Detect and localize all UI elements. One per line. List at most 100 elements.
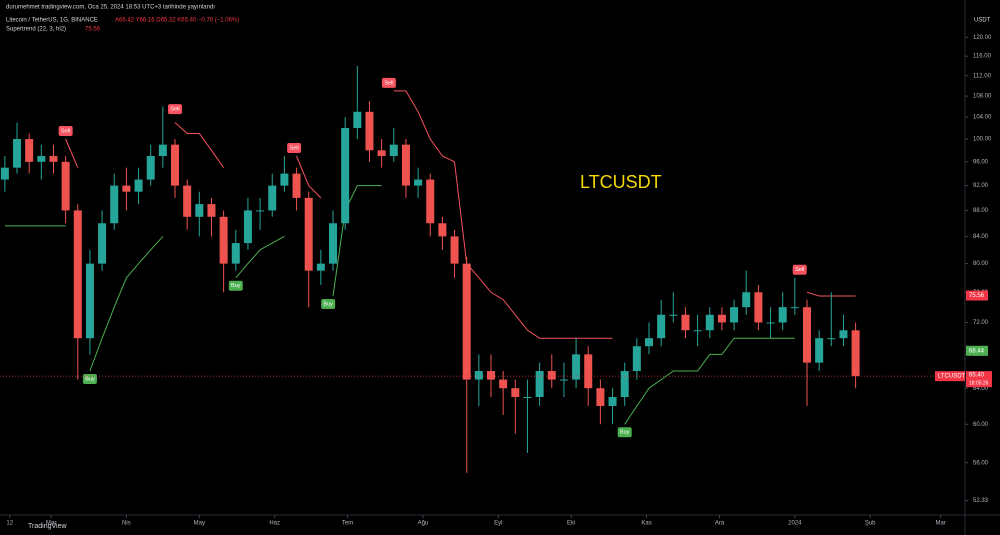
y-tick-label: 108.00: [973, 94, 992, 100]
time-label: 18:05:26: [969, 380, 989, 386]
candle-body: [122, 185, 131, 192]
x-tick-label: Kas: [641, 521, 651, 527]
signal-badge: [168, 104, 183, 115]
x-tick-label: Eyl: [494, 521, 502, 527]
candle-body: [292, 173, 301, 198]
x-tick-label: 2024: [788, 521, 802, 527]
candle-body: [316, 263, 325, 271]
candle-body: [450, 236, 459, 264]
signal-badge: [792, 264, 807, 275]
x-tick-label: Nis: [122, 521, 131, 527]
candle-body: [438, 223, 447, 237]
y-tick-label: 56.00: [973, 460, 989, 466]
price-badge-label: 68.44: [969, 348, 985, 354]
candle-body: [657, 314, 666, 339]
signal-label: Buy: [85, 376, 95, 382]
x-tick-label: Eki: [567, 521, 575, 527]
candle-body: [353, 111, 362, 128]
candle-body: [98, 223, 107, 264]
candle-body: [61, 161, 70, 211]
candle-body: [511, 388, 520, 398]
candle-body: [231, 243, 240, 264]
candle-body: [329, 223, 338, 264]
signal-badge: [58, 126, 73, 137]
candle-body: [341, 127, 350, 224]
candle-body: [681, 314, 690, 331]
candle-body: [584, 354, 593, 389]
candle-body: [705, 314, 714, 331]
candle-body: [377, 150, 386, 157]
candle-body: [365, 111, 374, 151]
candle-body: [268, 185, 277, 211]
y-tick-label: 100.00: [973, 137, 992, 143]
candle-body: [195, 204, 204, 217]
candle-body: [487, 371, 496, 380]
indicator-value: 75.56: [85, 27, 101, 33]
candle-body: [778, 307, 787, 323]
candle-body: [790, 307, 799, 309]
y-tick-label: 72.00: [973, 320, 989, 326]
candle-body: [73, 210, 82, 339]
candle-body: [499, 379, 508, 389]
candle-body: [85, 263, 94, 339]
price-badge: [966, 290, 988, 301]
x-tick-label: Mar: [46, 521, 56, 527]
y-tick-label: 84.00: [973, 234, 989, 240]
y-tick-label: 80.00: [973, 261, 989, 267]
candle-body: [414, 179, 423, 186]
x-tick-label: May: [194, 521, 205, 527]
signal-label: Sell: [61, 128, 70, 134]
supertrend-down: [65, 90, 856, 339]
currency: USDT: [974, 18, 991, 24]
y-tick-label: 92.00: [973, 183, 989, 189]
candle-body: [401, 144, 410, 186]
candle-body: [815, 338, 824, 363]
signal-label: Buy: [231, 283, 241, 289]
signal-label: Buy: [323, 301, 333, 307]
candle-body: [207, 204, 216, 217]
price-badge: [966, 345, 988, 356]
candle-body: [171, 144, 180, 186]
y-tick-label: 116.00: [973, 54, 992, 60]
y-tick-label: 88.00: [973, 208, 989, 214]
candle-body: [742, 292, 751, 308]
candle-body: [766, 322, 775, 324]
candle-body: [134, 179, 143, 192]
candle-body: [219, 216, 228, 264]
candle-body: [474, 371, 483, 380]
signal-label: Sell: [384, 80, 393, 86]
y-tick-label: 112.00: [973, 73, 992, 79]
symbol-line: Litecoin / TetherUS, 1G, BINANCE: [6, 18, 98, 24]
candle-body: [243, 210, 252, 244]
price-badge: [966, 371, 992, 388]
candle-body: [49, 156, 58, 162]
signal-badge: [287, 143, 302, 154]
symbol-badge-label: LTCUSDT: [938, 374, 966, 380]
signal-label: Sell: [170, 107, 179, 113]
ohlc: A66.42 Y66.16 D65.32 K65.40 −0.70 (−1.06…: [115, 18, 239, 24]
signal-label: Sell: [290, 146, 299, 152]
y-tick-label: 120.00: [973, 35, 992, 41]
y-tick-label: 60.00: [973, 422, 989, 428]
y-tick-label: 52.33: [973, 498, 989, 504]
candle-body: [632, 346, 641, 372]
signal-label: Sell: [795, 267, 804, 273]
candle-body: [280, 173, 289, 186]
x-tick-label: 12: [6, 521, 13, 527]
candle-body: [669, 314, 678, 316]
price-badge-label: 65.40: [969, 373, 985, 379]
x-tick-label: Ağu: [418, 521, 429, 527]
candle-body: [426, 179, 435, 224]
candle-body: [730, 307, 739, 323]
candle-body: [827, 338, 836, 340]
indicator-line: Supertrend (22, 3, hl2): [6, 27, 66, 33]
candle-body: [608, 397, 617, 406]
candle-body: [389, 144, 398, 157]
candle-body: [535, 371, 544, 398]
y-tick-label: 96.00: [973, 159, 989, 165]
signal-badge: [321, 298, 336, 309]
y-tick-label: 64.00: [973, 386, 989, 392]
x-tick-label: Şub: [865, 521, 876, 527]
x-tick-label: Tem: [342, 521, 353, 527]
